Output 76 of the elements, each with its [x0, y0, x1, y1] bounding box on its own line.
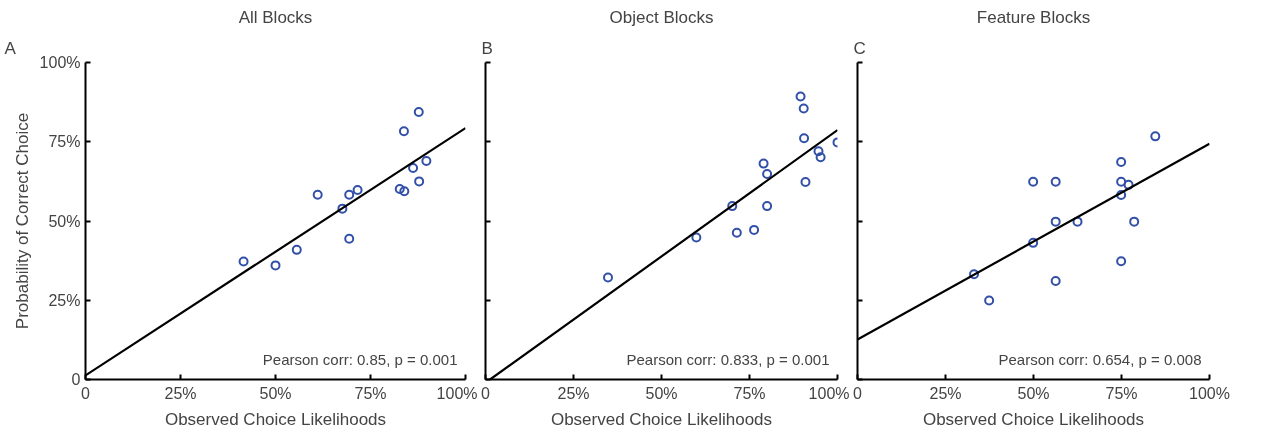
chart-title: Object Blocks	[609, 7, 714, 27]
x-tick-label: 75%	[1105, 384, 1138, 402]
point	[1129, 216, 1140, 227]
point	[1072, 216, 1083, 227]
annotation: Pearson corr: 0.654, p = 0.008	[998, 350, 1202, 368]
x-tick-label: 50%	[1017, 384, 1050, 402]
x-tick-label: 100%	[1189, 384, 1230, 402]
point	[749, 224, 760, 235]
x-tick-label: 50%	[259, 384, 292, 402]
point	[414, 176, 425, 187]
x-tick-label: 25%	[929, 384, 962, 402]
chart-title: Feature Blocks	[976, 7, 1091, 27]
point	[798, 103, 809, 114]
point	[1116, 256, 1127, 267]
point	[421, 156, 432, 167]
annotation: Pearson corr: 0.85, p = 0.001	[262, 350, 458, 368]
annotation: Pearson corr: 0.833, p = 0.001	[626, 350, 830, 368]
point	[1116, 157, 1127, 168]
x-tick-label: 100%	[436, 384, 478, 402]
point	[1116, 176, 1127, 187]
point	[1028, 176, 1039, 187]
x-tick-label: 75%	[733, 384, 766, 402]
x-tick-label: 75%	[354, 384, 387, 402]
point	[312, 189, 323, 200]
text: C	[853, 38, 866, 58]
point	[762, 169, 773, 180]
x-axis-title: Observed Choice Likelihoods	[164, 409, 387, 429]
point	[1150, 131, 1161, 142]
x-axis-title: Observed Choice Likelihoods	[922, 409, 1145, 429]
point	[969, 269, 980, 280]
y-tick-label: 0	[71, 371, 81, 388]
point	[815, 152, 826, 163]
point	[813, 146, 824, 157]
point	[399, 186, 410, 197]
x-axis-title: Observed Choice Likelihoods	[550, 409, 773, 429]
point	[270, 260, 281, 271]
point	[1123, 179, 1134, 190]
chart-title: All Blocks	[238, 7, 313, 27]
point	[795, 91, 806, 102]
x-tick-label: 25%	[557, 384, 590, 402]
point	[238, 256, 249, 267]
point	[984, 295, 995, 306]
point	[727, 201, 738, 212]
point	[691, 232, 702, 243]
point	[762, 201, 773, 212]
point	[1050, 176, 1061, 187]
x-tick-label: 100%	[808, 384, 850, 402]
point	[398, 126, 409, 137]
text: B	[481, 38, 493, 58]
point	[603, 272, 613, 283]
x-tick-label: 50%	[645, 384, 678, 402]
point	[344, 189, 355, 200]
point	[344, 233, 355, 244]
y-tick-label: 100%	[39, 54, 81, 71]
point	[758, 158, 769, 169]
x-tick-label: 25%	[164, 384, 197, 402]
point	[291, 244, 302, 255]
point	[1028, 237, 1039, 248]
point	[731, 227, 742, 238]
point	[1116, 190, 1127, 200]
point	[408, 163, 419, 174]
point	[799, 133, 810, 144]
y-tick-label: 50%	[48, 212, 81, 230]
point	[352, 184, 363, 195]
point	[1050, 275, 1061, 286]
y-tick-label: 75%	[48, 133, 81, 151]
text: A	[4, 38, 17, 58]
y-tick-label: 25%	[48, 291, 81, 309]
point	[413, 106, 424, 117]
y-axis-title: Probability of Correct Choice	[12, 112, 32, 330]
point	[394, 183, 405, 194]
point	[800, 177, 811, 187]
point	[337, 203, 348, 214]
x-tick-label: 0	[853, 384, 863, 402]
point	[1050, 216, 1061, 227]
x-tick-label: 0	[481, 384, 491, 402]
